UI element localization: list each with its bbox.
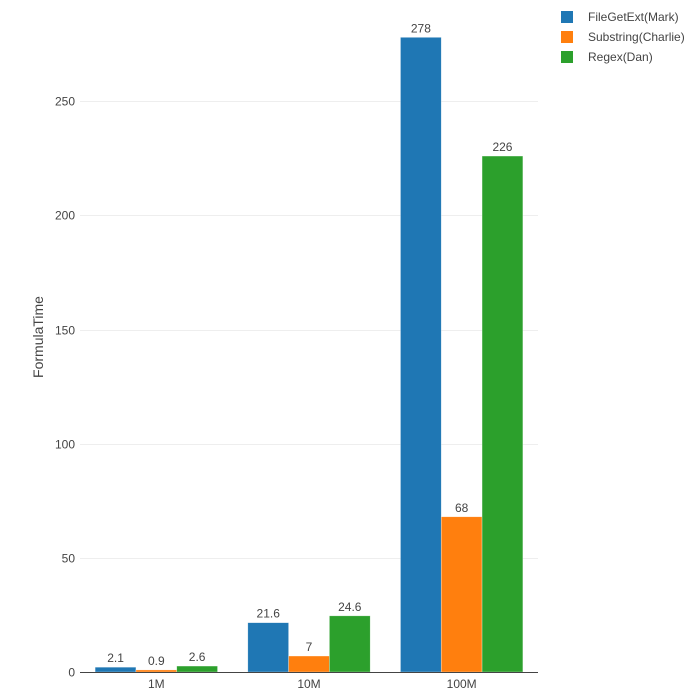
y-tick-label: 50	[62, 552, 76, 566]
bar-substring-charlie-100m[interactable]	[440, 516, 483, 673]
bar-value-label: 226	[492, 140, 512, 154]
bar-substring-charlie-1m[interactable]	[135, 669, 178, 673]
y-axis-title: FormulaTime	[30, 296, 46, 378]
legend-item[interactable]: FileGetExt(Mark)	[561, 10, 679, 24]
y-tick-label: 0	[68, 666, 75, 680]
gridlines	[80, 101, 538, 559]
bar-regex-dan-1m[interactable]	[176, 665, 218, 673]
bar-substring-charlie-10m[interactable]	[288, 655, 330, 673]
bar-value-label: 278	[411, 21, 431, 35]
y-tick-label: 100	[55, 438, 75, 452]
bar-filegetext-mark-1m[interactable]	[94, 666, 137, 673]
x-tick-label: 1M	[148, 677, 165, 691]
bar-value-label: 21.6	[257, 607, 281, 621]
x-tick-labels: 1M 10M 100M	[148, 677, 477, 691]
bar-value-label: 68	[455, 501, 469, 515]
bar-filegetext-mark-100m[interactable]	[400, 37, 442, 673]
legend-label: Substring(Charlie)	[588, 30, 685, 44]
bar-value-label: 7	[306, 640, 313, 654]
legend[interactable]: FileGetExt(Mark) Substring(Charlie) Regex(…	[561, 10, 685, 64]
y-tick-label: 250	[55, 95, 75, 109]
x-tick-label: 100M	[447, 677, 477, 691]
y-tick-label: 200	[55, 209, 75, 223]
legend-swatch	[561, 11, 573, 23]
y-tick-label: 150	[55, 324, 75, 338]
bar-value-label: 2.6	[189, 650, 206, 664]
bar-value-label: 0.9	[148, 654, 165, 668]
legend-swatch	[561, 51, 573, 63]
legend-item[interactable]: Substring(Charlie)	[561, 30, 685, 44]
bar-regex-dan-100m[interactable]	[481, 155, 524, 673]
legend-label: Regex(Dan)	[588, 50, 653, 64]
bar-filegetext-mark-10m[interactable]	[247, 622, 289, 673]
legend-item[interactable]: Regex(Dan)	[561, 50, 653, 64]
y-tick-labels: 0 50 100 150 200 250	[55, 95, 75, 680]
bar-regex-dan-10m[interactable]	[329, 615, 371, 673]
x-tick-label: 10M	[297, 677, 320, 691]
bars: 2.1 0.9 2.6 21.6 7 24.6 278 68 226	[94, 21, 524, 673]
bar-value-label: 24.6	[338, 600, 362, 614]
legend-swatch	[561, 31, 573, 43]
bar-value-label: 2.1	[107, 651, 124, 665]
legend-label: FileGetExt(Mark)	[588, 10, 679, 24]
